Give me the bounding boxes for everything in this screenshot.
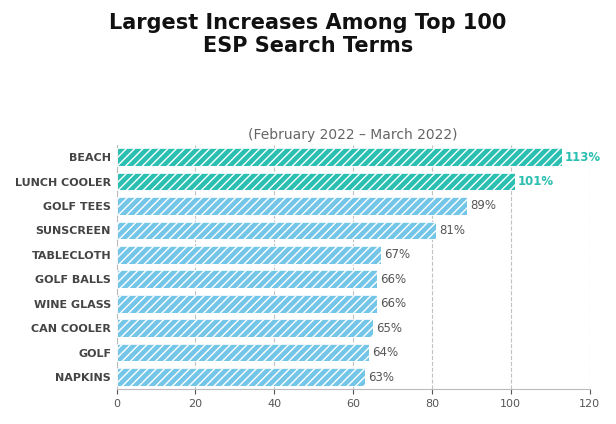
Text: Largest Increases Among Top 100
ESP Search Terms: Largest Increases Among Top 100 ESP Sear… [109, 13, 507, 56]
Text: 113%: 113% [565, 151, 601, 164]
Bar [116, 246, 381, 264]
Bar [116, 148, 562, 166]
Bar [116, 271, 377, 288]
Bar [116, 368, 365, 386]
Bar [116, 295, 377, 312]
Bar [116, 222, 436, 239]
Bar [116, 246, 381, 264]
Text: 66%: 66% [380, 297, 406, 310]
Bar [116, 148, 562, 166]
Text: 64%: 64% [372, 346, 398, 359]
Bar [116, 197, 468, 215]
Bar [116, 222, 436, 239]
Bar [116, 344, 369, 361]
Text: 101%: 101% [518, 175, 554, 188]
Bar [116, 173, 515, 190]
Bar [116, 271, 377, 288]
Bar [116, 295, 377, 312]
Text: 63%: 63% [368, 371, 394, 384]
Bar [116, 319, 373, 337]
Text: 89%: 89% [471, 199, 496, 212]
Bar [116, 368, 365, 386]
Bar [116, 319, 373, 337]
Text: 67%: 67% [384, 248, 410, 261]
Bar [116, 173, 515, 190]
Text: 81%: 81% [439, 224, 465, 237]
Text: 66%: 66% [380, 273, 406, 286]
Bar [116, 344, 369, 361]
Text: 65%: 65% [376, 322, 402, 335]
Bar [116, 197, 468, 215]
Title: (February 2022 – March 2022): (February 2022 – March 2022) [248, 128, 458, 142]
